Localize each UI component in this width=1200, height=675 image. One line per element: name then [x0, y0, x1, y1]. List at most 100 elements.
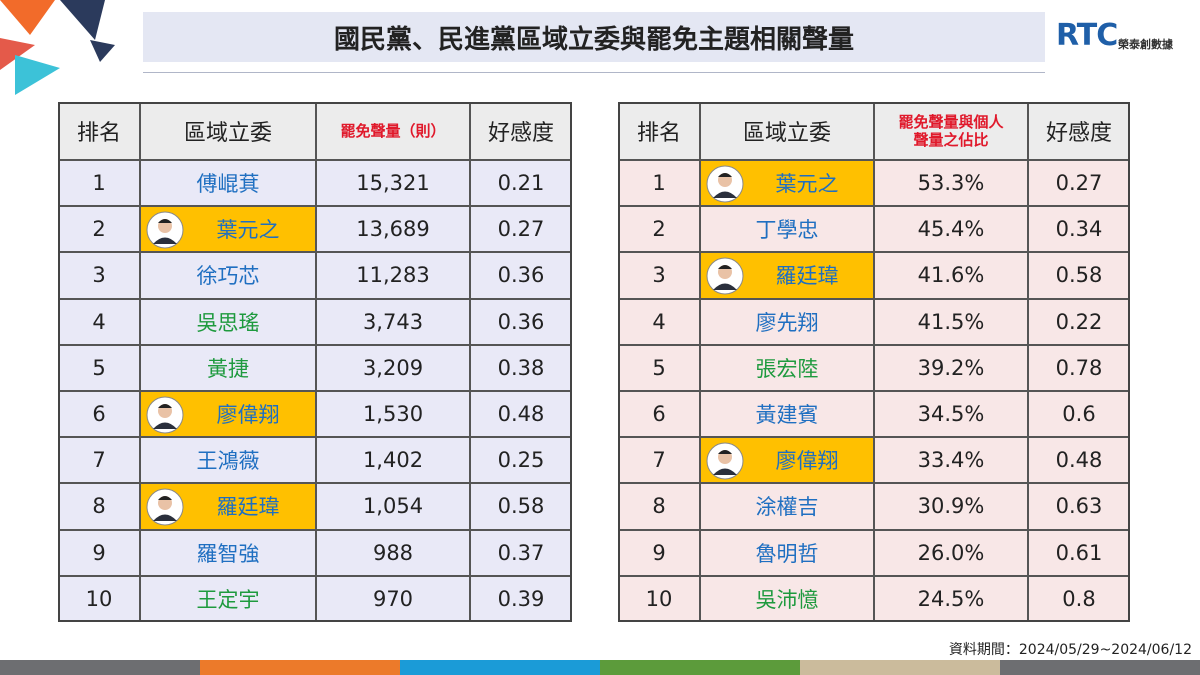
table-cell: 0.6 — [1028, 391, 1130, 438]
table-cell: 5 — [58, 344, 140, 391]
avatar — [146, 396, 184, 434]
table-cell: 11,283 — [316, 252, 470, 299]
table-cell: 0.48 — [470, 391, 572, 438]
legislator-name: 廖偉翔 — [140, 391, 316, 438]
table-cell: 0.48 — [1028, 437, 1130, 484]
avatar — [706, 257, 744, 295]
legislator-name: 黃捷 — [140, 344, 316, 391]
table-cell: 0.63 — [1028, 483, 1130, 530]
legislator-name: 丁學忠 — [700, 206, 874, 253]
table-cell: 6 — [618, 391, 700, 438]
column-header: 好感度 — [1028, 102, 1130, 160]
table-cell: 13,689 — [316, 206, 470, 253]
logo: RTC — [1056, 18, 1118, 53]
table-cell: 7 — [618, 437, 700, 484]
table-cell: 5 — [618, 344, 700, 391]
table-cell: 1,402 — [316, 437, 470, 484]
table-cell: 4 — [618, 298, 700, 345]
table-cell: 0.38 — [470, 344, 572, 391]
avatar — [146, 488, 184, 526]
table-cell: 34.5% — [874, 391, 1028, 438]
table-cell: 3 — [58, 252, 140, 299]
table-cell: 8 — [58, 483, 140, 530]
avatar — [706, 165, 744, 203]
table-cell: 0.58 — [470, 483, 572, 530]
legislator-name: 羅廷瑋 — [700, 252, 874, 299]
table-cell: 0.25 — [470, 437, 572, 484]
table-cell: 1,530 — [316, 391, 470, 438]
brand: 榮泰創數據 — [1118, 38, 1173, 51]
avatar — [146, 211, 184, 249]
legislator-name: 葉元之 — [140, 206, 316, 253]
table-cell: 1 — [58, 160, 140, 207]
table-cell: 0.61 — [1028, 529, 1130, 576]
table-cell: 3 — [618, 252, 700, 299]
table-cell: 0.36 — [470, 252, 572, 299]
table-cell: 41.5% — [874, 298, 1028, 345]
column-header: 區域立委 — [700, 102, 874, 160]
table-cell: 1 — [618, 160, 700, 207]
column-header: 罷免聲量與個人聲量之佔比 — [874, 102, 1028, 160]
legislator-name: 羅智強 — [140, 529, 316, 576]
legislator-name: 王定宇 — [140, 575, 316, 622]
table-cell: 7 — [58, 437, 140, 484]
table-cell: 0.21 — [470, 160, 572, 207]
footer: 資料期間：2024/05/29~2024/06/12 — [948, 642, 1192, 658]
table-cell: 0.37 — [470, 529, 572, 576]
table-cell: 4 — [58, 298, 140, 345]
decoration — [0, 0, 115, 95]
legislator-name: 王鴻薇 — [140, 437, 316, 484]
table-cell: 988 — [316, 529, 470, 576]
column-header: 好感度 — [470, 102, 572, 160]
table-cell: 15,321 — [316, 160, 470, 207]
legislator-name: 吳思瑤 — [140, 298, 316, 345]
table-cell: 0.27 — [1028, 160, 1130, 207]
column-header: 罷免聲量（則） — [316, 102, 470, 160]
legislator-name: 羅廷瑋 — [140, 483, 316, 530]
legislator-name: 魯明哲 — [700, 529, 874, 576]
legislator-name: 廖偉翔 — [700, 437, 874, 484]
legislator-name: 吳沛憶 — [700, 575, 874, 622]
table-cell: 0.34 — [1028, 206, 1130, 253]
table-cell: 0.8 — [1028, 575, 1130, 622]
table-cell: 0.22 — [1028, 298, 1130, 345]
legislator-name: 徐巧芯 — [140, 252, 316, 299]
legislator-name: 張宏陸 — [700, 344, 874, 391]
table-cell: 39.2% — [874, 344, 1028, 391]
table-cell: 53.3% — [874, 160, 1028, 207]
table-cell: 0.78 — [1028, 344, 1130, 391]
table-cell: 0.58 — [1028, 252, 1130, 299]
table-cell: 3,209 — [316, 344, 470, 391]
color-bar — [0, 660, 1200, 675]
table-cell: 2 — [618, 206, 700, 253]
table-cell: 970 — [316, 575, 470, 622]
legislator-name: 廖先翔 — [700, 298, 874, 345]
legislator-name: 黃建賓 — [700, 391, 874, 438]
table-cell: 0.39 — [470, 575, 572, 622]
table-cell: 10 — [618, 575, 700, 622]
table-cell: 2 — [58, 206, 140, 253]
table-cell: 0.36 — [470, 298, 572, 345]
column-header: 排名 — [58, 102, 140, 160]
title: 國民黨、民進黨區域立委與罷免主題相關聲量 — [143, 12, 1045, 62]
table-cell: 45.4% — [874, 206, 1028, 253]
table-cell: 26.0% — [874, 529, 1028, 576]
table-cell: 30.9% — [874, 483, 1028, 530]
rule — [143, 72, 1045, 73]
column-header: 區域立委 — [140, 102, 316, 160]
table-cell: 9 — [618, 529, 700, 576]
table-cell: 33.4% — [874, 437, 1028, 484]
table-cell: 41.6% — [874, 252, 1028, 299]
table-cell: 24.5% — [874, 575, 1028, 622]
avatar — [706, 442, 744, 480]
legislator-name: 涂權吉 — [700, 483, 874, 530]
table-cell: 6 — [58, 391, 140, 438]
column-header: 排名 — [618, 102, 700, 160]
table-cell: 3,743 — [316, 298, 470, 345]
legislator-name: 葉元之 — [700, 160, 874, 207]
table-cell: 9 — [58, 529, 140, 576]
table-cell: 0.27 — [470, 206, 572, 253]
table-cell: 1,054 — [316, 483, 470, 530]
table-cell: 8 — [618, 483, 700, 530]
